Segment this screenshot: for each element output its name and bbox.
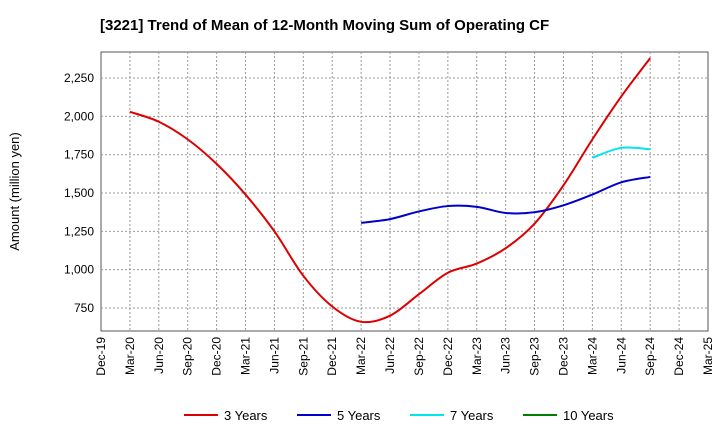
legend-label-5-years: 5 Years [337, 408, 381, 423]
y-axis: 750 1,000 1,250 1,500 1,750 2,000 2,250 [64, 71, 94, 315]
x-tick-label: Dec-24 [672, 337, 686, 376]
chart-title: [3221] Trend of Mean of 12-Month Moving … [100, 17, 549, 34]
x-tick-label: Mar-24 [585, 337, 599, 375]
y-axis-label: Amount (million yen) [7, 132, 22, 251]
y-tick-label: 1,500 [64, 186, 94, 200]
x-tick-label: Mar-20 [123, 337, 137, 375]
y-tick-label: 2,250 [64, 71, 94, 85]
x-tick-label: Mar-22 [354, 337, 368, 375]
x-tick-label: Sep-22 [412, 337, 426, 376]
x-tick-label: Sep-24 [643, 337, 657, 376]
grid [101, 52, 708, 331]
x-tick-label: Dec-19 [94, 337, 108, 376]
y-tick-label: 2,000 [64, 109, 94, 123]
x-tick-label: Dec-21 [325, 337, 339, 376]
x-tick-label: Mar-23 [470, 337, 484, 375]
x-tick-label: Mar-21 [239, 337, 253, 375]
legend-label-10-years: 10 Years [563, 408, 614, 423]
legend: 3 Years 5 Years 7 Years 10 Years [184, 408, 614, 423]
x-tick-label: Mar-25 [701, 337, 715, 375]
legend-label-3-years: 3 Years [224, 408, 268, 423]
series-lines [129, 57, 651, 324]
y-tick-label: 1,250 [64, 224, 94, 238]
series-line-5-years [361, 175, 651, 224]
series-line-3-years [129, 57, 651, 324]
y-tick-label: 750 [74, 301, 94, 315]
legend-label-7-years: 7 Years [450, 408, 494, 423]
y-tick-label: 1,000 [64, 263, 94, 277]
x-tick-label: Jun-24 [614, 337, 628, 374]
x-tick-label: Jun-21 [267, 337, 281, 374]
x-tick-label: Jun-22 [383, 337, 397, 374]
series-line-7-years [592, 146, 651, 159]
x-tick-label: Dec-23 [556, 337, 570, 376]
x-tick-label: Sep-20 [181, 337, 195, 376]
x-tick-label: Sep-21 [296, 337, 310, 376]
y-tick-label: 1,750 [64, 148, 94, 162]
plot-area [100, 51, 709, 332]
x-tick-label: Dec-22 [441, 337, 455, 376]
x-tick-label: Jun-20 [152, 337, 166, 374]
x-tick-label: Dec-20 [210, 337, 224, 376]
x-tick-label: Sep-23 [528, 337, 542, 376]
x-axis: Dec-19 Mar-20 Jun-20 Sep-20 Dec-20 Mar-21 Jun-… [94, 337, 715, 376]
x-tick-label: Jun-23 [499, 337, 513, 374]
